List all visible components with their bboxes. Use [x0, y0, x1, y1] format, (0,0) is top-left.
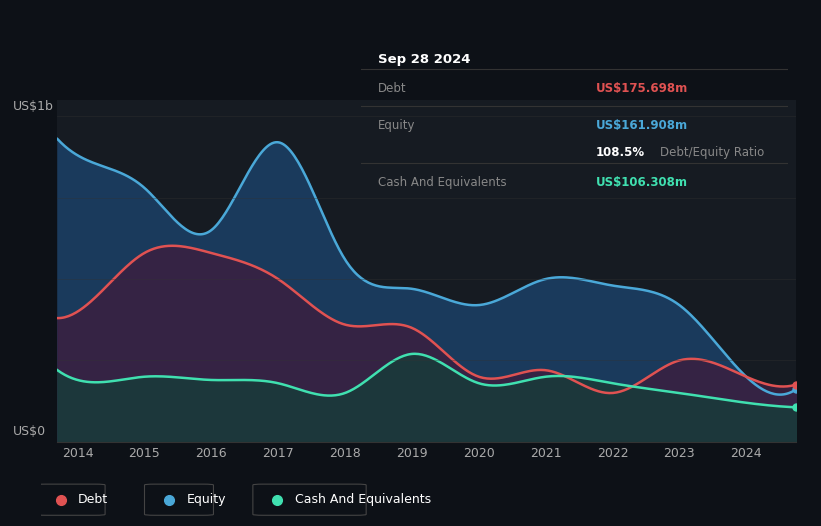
- Text: US$175.698m: US$175.698m: [596, 82, 688, 95]
- Text: Debt: Debt: [378, 82, 407, 95]
- Text: Debt: Debt: [78, 493, 108, 506]
- Text: Debt/Equity Ratio: Debt/Equity Ratio: [660, 146, 764, 159]
- Text: Cash And Equivalents: Cash And Equivalents: [295, 493, 431, 506]
- Text: Equity: Equity: [378, 119, 415, 132]
- Text: US$1b: US$1b: [13, 100, 54, 113]
- Text: Cash And Equivalents: Cash And Equivalents: [378, 176, 507, 189]
- Text: US$106.308m: US$106.308m: [596, 176, 688, 189]
- Text: US$161.908m: US$161.908m: [596, 119, 688, 132]
- Text: Sep 28 2024: Sep 28 2024: [378, 54, 470, 66]
- Text: Equity: Equity: [186, 493, 226, 506]
- Text: 108.5%: 108.5%: [596, 146, 645, 159]
- Text: US$0: US$0: [13, 426, 46, 439]
